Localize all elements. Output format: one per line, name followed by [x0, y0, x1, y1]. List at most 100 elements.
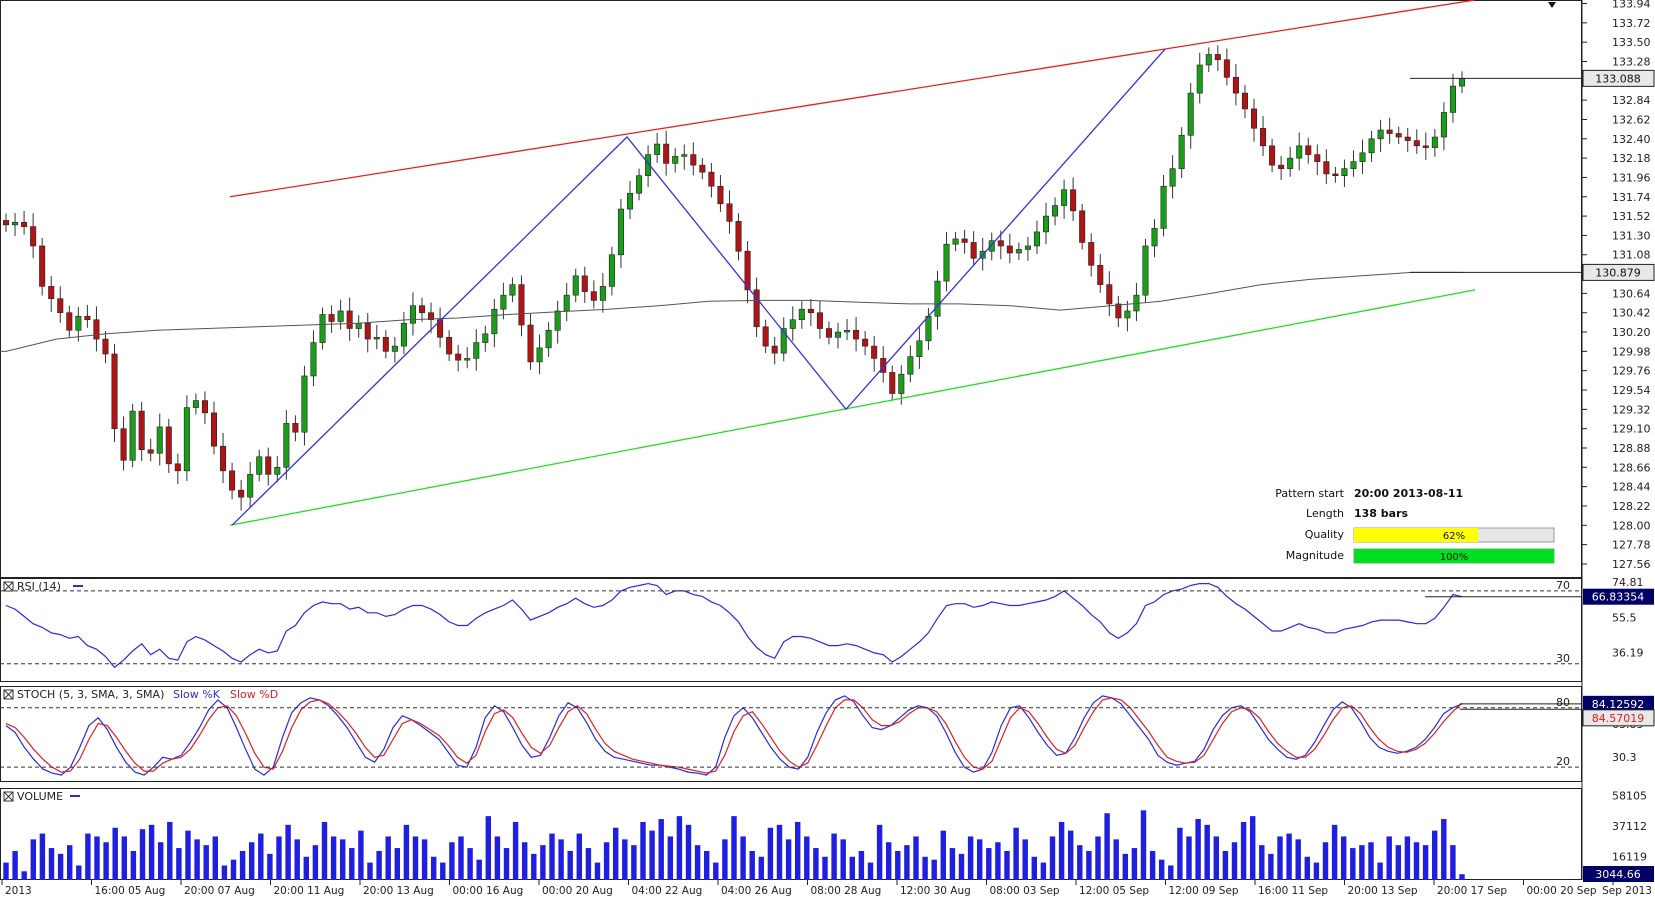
volume-bar	[167, 821, 173, 880]
price-tick-label: 130.42	[1612, 307, 1651, 320]
price-tick-label: 131.74	[1612, 191, 1651, 204]
candle-body	[355, 322, 362, 329]
candle-body	[301, 375, 308, 433]
volume-bar	[467, 848, 473, 880]
volume-bar	[1013, 827, 1019, 880]
volume-bar	[958, 853, 965, 880]
time-tick-label: 12:00 05 Sep	[1079, 885, 1149, 897]
volume-bar	[349, 848, 355, 880]
volume-bar	[540, 845, 546, 880]
time-tick-label: 00:00 20 Aug	[542, 885, 613, 897]
price-tick-label: 129.76	[1612, 365, 1651, 378]
time-tick-label: 00:00 20 Sep	[1527, 885, 1597, 897]
moving-average-line	[0, 271, 1462, 352]
volume-bar	[1277, 836, 1283, 880]
price-tick-label: 132.62	[1612, 113, 1651, 126]
volume-bar	[667, 836, 674, 880]
candle-body	[165, 426, 172, 465]
volume-bar	[3, 862, 9, 880]
price-tick-label: 130.64	[1612, 287, 1651, 300]
scroll-marker-icon[interactable]	[1548, 2, 1556, 8]
rsi-title: RSI (14)	[17, 580, 61, 593]
volume-bar	[30, 839, 37, 880]
rsi-panel-header: RSI (14)	[3, 580, 83, 593]
candle-body	[238, 489, 245, 498]
candle-body	[554, 310, 561, 331]
volume-bar	[1313, 862, 1320, 880]
candle-body	[1431, 136, 1438, 148]
candle-body	[446, 337, 453, 355]
volume-panel-header: VOLUME	[3, 790, 80, 803]
volume-bar	[1295, 839, 1301, 880]
candle-body	[1332, 173, 1339, 176]
candle-body	[816, 312, 823, 329]
volume-bar	[321, 821, 328, 880]
candle-body	[1278, 164, 1285, 169]
magnitude-label: Magnitude	[1286, 549, 1345, 562]
candle-body	[943, 243, 950, 282]
price-tick-label: 131.96	[1612, 171, 1651, 184]
volume-bar	[603, 842, 610, 880]
volume-bar	[867, 862, 874, 880]
volume-bar	[1259, 845, 1265, 880]
candle-body	[337, 310, 344, 322]
candle-body	[220, 445, 227, 472]
candle-body	[1341, 168, 1348, 176]
volume-bar	[503, 848, 510, 880]
candle-body	[916, 340, 923, 357]
candle-body	[1250, 108, 1258, 129]
candle-body	[834, 331, 842, 338]
magnitude-bar-fill	[1354, 549, 1554, 563]
candle-body	[563, 294, 570, 312]
candle-body	[418, 305, 426, 314]
volume-bar	[740, 836, 746, 880]
price-tick-label: 132.84	[1612, 94, 1651, 107]
volume-bar	[130, 850, 137, 880]
volume-bar	[1350, 848, 1356, 880]
volume-bar	[1204, 824, 1210, 880]
price-marker-label: 130.879	[1595, 266, 1641, 279]
volume-bar	[1268, 853, 1274, 880]
candle-body	[12, 221, 19, 226]
time-tick-label: 16:00 11 Sep	[1258, 885, 1328, 897]
candle-body	[934, 280, 941, 317]
volume-bar	[1195, 819, 1201, 880]
candle-body	[1269, 145, 1276, 166]
candle-body	[491, 308, 498, 335]
price-tick-label: 127.56	[1612, 558, 1651, 571]
quality-value: 62%	[1443, 531, 1465, 542]
candle-body	[1124, 310, 1131, 319]
volume-bar	[103, 842, 109, 880]
candle-body	[328, 314, 335, 322]
candle-body	[762, 326, 769, 347]
price-marker-label: 133.088	[1595, 72, 1641, 85]
candle-body	[120, 428, 127, 461]
volume-bar	[267, 853, 273, 880]
volume-current-label: 3044.66	[1595, 868, 1641, 881]
volume-bar	[1340, 836, 1347, 880]
rsi-line	[5, 582, 1463, 669]
candle-body	[798, 308, 805, 321]
volume-bar	[285, 824, 291, 880]
support-trendline	[229, 289, 1476, 526]
candle-body	[93, 319, 100, 340]
volume-bar	[876, 824, 883, 880]
volume-bar	[1331, 824, 1338, 880]
volume-bar	[622, 839, 628, 880]
candle-body	[988, 240, 995, 252]
volume-bar	[394, 848, 401, 880]
time-tick-label: Sep 2013	[1602, 885, 1652, 897]
candle-body	[825, 328, 832, 338]
candle-body	[310, 342, 317, 377]
candle-body	[391, 345, 398, 352]
volume-bar	[85, 833, 91, 880]
candle-body	[862, 338, 869, 347]
candle-body	[192, 400, 199, 408]
candle-body	[961, 238, 968, 243]
candle-body	[319, 314, 326, 343]
time-tick-label: 12:00 09 Sep	[1169, 885, 1239, 897]
volume-bar	[731, 816, 737, 880]
stoch-k-current-label: 84.12592	[1592, 698, 1645, 711]
volume-bar	[703, 850, 710, 880]
